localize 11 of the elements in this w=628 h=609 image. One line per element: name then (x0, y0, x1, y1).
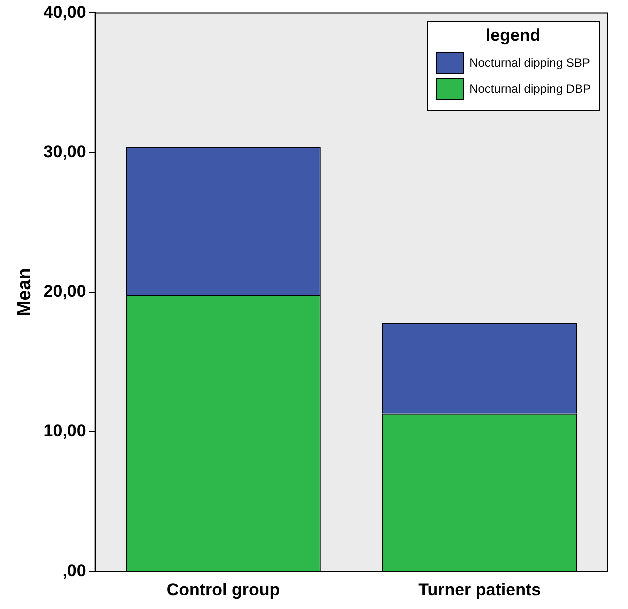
y-tick-label: 20,00 (44, 282, 86, 302)
legend-label: Nocturnal dipping SBP (470, 56, 590, 70)
x-tick-label: Control group (166, 580, 280, 600)
y-tick-label: 30,00 (44, 142, 86, 162)
y-tick-label: 40,00 (44, 2, 86, 22)
y-axis-title: Mean (14, 268, 36, 317)
y-tick-label: 10,00 (44, 422, 86, 441)
legend-label: Nocturnal dipping DBP (470, 82, 591, 96)
y-tick-label: ,00 (62, 561, 86, 580)
legend-title: legend (484, 26, 542, 46)
x-tick-label: Turner patients (418, 580, 542, 600)
